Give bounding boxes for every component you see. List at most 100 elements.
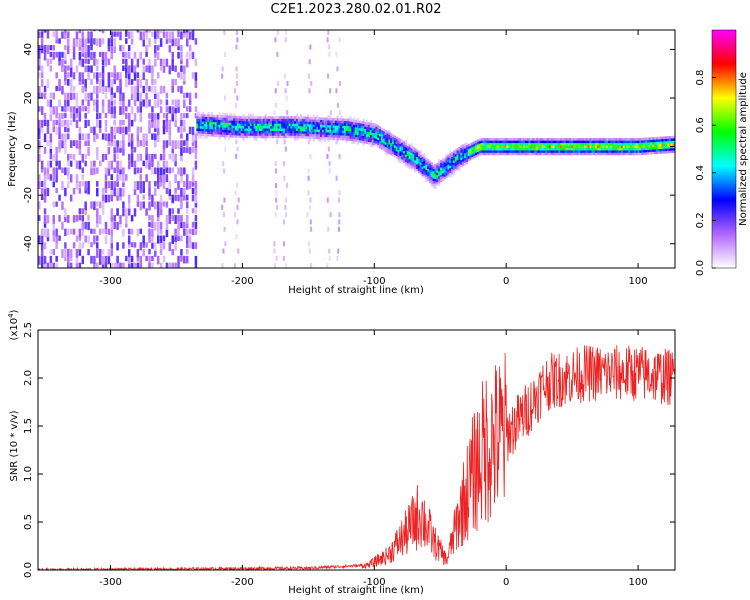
spectrogram-cell xyxy=(284,212,287,218)
spectrogram-cell xyxy=(165,38,169,44)
spectrogram-cell xyxy=(423,160,426,164)
spectrogram-cell xyxy=(87,249,90,256)
spectrogram-cell xyxy=(154,133,157,141)
spectrogram-cell xyxy=(113,106,116,114)
spectrogram-cell xyxy=(641,150,644,153)
spectrogram-cell xyxy=(142,58,145,65)
spectrogram-cell xyxy=(434,181,437,184)
spectrogram-cell xyxy=(72,228,76,235)
spectrogram-cell xyxy=(43,215,47,224)
spectrogram-cell xyxy=(438,159,441,162)
spectrogram-cell xyxy=(69,119,73,126)
spectrogram-cell xyxy=(199,130,203,134)
spectrogram-cell xyxy=(168,167,172,174)
spectrogram-cell xyxy=(104,174,108,181)
spectrogram-cell xyxy=(606,142,609,146)
y-tick-label: 0.0 xyxy=(23,562,34,578)
spectrogram-cell xyxy=(369,139,373,143)
spectrogram-cell xyxy=(93,99,96,106)
spectrogram-cell xyxy=(133,147,137,153)
spectrogram-cell xyxy=(436,170,439,173)
spectrogram-cell xyxy=(355,134,358,138)
spectrogram-cell xyxy=(528,147,531,151)
spectrogram-cell xyxy=(637,152,640,156)
spectrogram-cell xyxy=(329,129,332,133)
spectrogram-cell xyxy=(362,126,365,129)
spectrogram-cell xyxy=(360,128,363,131)
spectrogram-cell xyxy=(84,140,87,146)
spectrogram-cell xyxy=(242,116,245,119)
spectrogram-cell xyxy=(113,79,116,85)
spectrogram-cell xyxy=(606,145,609,148)
spectrogram-cell xyxy=(495,145,498,148)
spectrogram-cell xyxy=(165,167,169,173)
spectrogram-cell xyxy=(174,228,177,237)
spectrogram-cell xyxy=(246,116,249,119)
spectrogram-cell xyxy=(69,65,73,74)
spectrogram-cell xyxy=(328,248,331,254)
spectrogram-cell xyxy=(353,122,356,125)
spectrogram-cell xyxy=(652,146,655,150)
spectrogram-cell xyxy=(504,140,507,144)
spectrogram-cell xyxy=(233,127,236,131)
spectrogram-cell xyxy=(87,58,90,64)
spectrogram-cell xyxy=(537,142,541,146)
spectrogram-cell xyxy=(90,126,93,134)
spectrogram-cell xyxy=(369,134,373,138)
spectrogram-cell xyxy=(242,135,245,139)
spectrogram-cell xyxy=(205,114,208,117)
spectrogram-cell xyxy=(452,162,456,166)
spectrogram-cell xyxy=(281,123,284,127)
spectrogram-cell xyxy=(130,153,134,163)
spectrogram-cell xyxy=(125,221,128,228)
spectrogram-cell xyxy=(113,31,116,37)
spectrogram-cell xyxy=(462,151,465,155)
spectrogram-cell xyxy=(410,152,413,156)
spectrogram-cell xyxy=(266,133,269,136)
spectrogram-cell xyxy=(242,133,245,136)
spectrogram-cell xyxy=(596,147,600,151)
spectrogram-cell xyxy=(458,168,461,171)
spectrogram-cell xyxy=(96,133,99,139)
spectrogram-cell xyxy=(349,135,352,139)
spectrogram-cell xyxy=(139,140,143,146)
spectrogram-cell xyxy=(148,228,151,236)
spectrogram-cell xyxy=(574,152,577,156)
spectrogram-cell xyxy=(388,144,391,147)
spectrogram-cell xyxy=(125,126,128,135)
spectrogram-cell xyxy=(310,136,313,139)
spectrogram-cell xyxy=(371,144,374,148)
spectrogram-cell xyxy=(487,145,491,148)
spectrogram-cell xyxy=(277,133,280,136)
spectrogram-cell xyxy=(425,167,428,170)
spectrogram-cell xyxy=(58,215,61,222)
spectrogram-cell xyxy=(283,133,286,136)
spectrogram-cell xyxy=(165,215,169,223)
spectrogram-cell xyxy=(116,174,119,183)
spectrogram-cell xyxy=(500,142,504,146)
spectrogram-cell xyxy=(156,221,160,230)
spectrogram-cell xyxy=(177,140,180,149)
spectrogram-cell xyxy=(349,126,352,129)
spectrogram-cell xyxy=(183,119,186,127)
spectrogram-cell xyxy=(648,147,651,150)
spectrogram-cell xyxy=(410,167,413,171)
spectrogram-cell xyxy=(425,169,428,173)
spectrogram-cell xyxy=(541,150,544,153)
spectrogram-cell xyxy=(654,146,657,150)
spectrogram-cell xyxy=(236,219,239,225)
spectrogram-cell xyxy=(177,262,180,268)
spectrogram-cell xyxy=(211,126,214,130)
spectrogram-cell xyxy=(303,123,306,127)
spectrogram-cell xyxy=(262,125,265,129)
spectrogram-cell xyxy=(574,150,577,153)
spectrogram-cell xyxy=(38,255,41,265)
spectrogram-cell xyxy=(78,215,82,221)
spectrogram-cell xyxy=(90,79,93,85)
spectrogram-cell xyxy=(670,140,673,144)
spectrogram-cell xyxy=(119,221,122,228)
spectrogram-cell xyxy=(259,118,262,122)
spectrogram-cell xyxy=(593,142,596,146)
spectrogram-cell xyxy=(266,125,269,129)
spectrogram-cell xyxy=(288,121,291,124)
